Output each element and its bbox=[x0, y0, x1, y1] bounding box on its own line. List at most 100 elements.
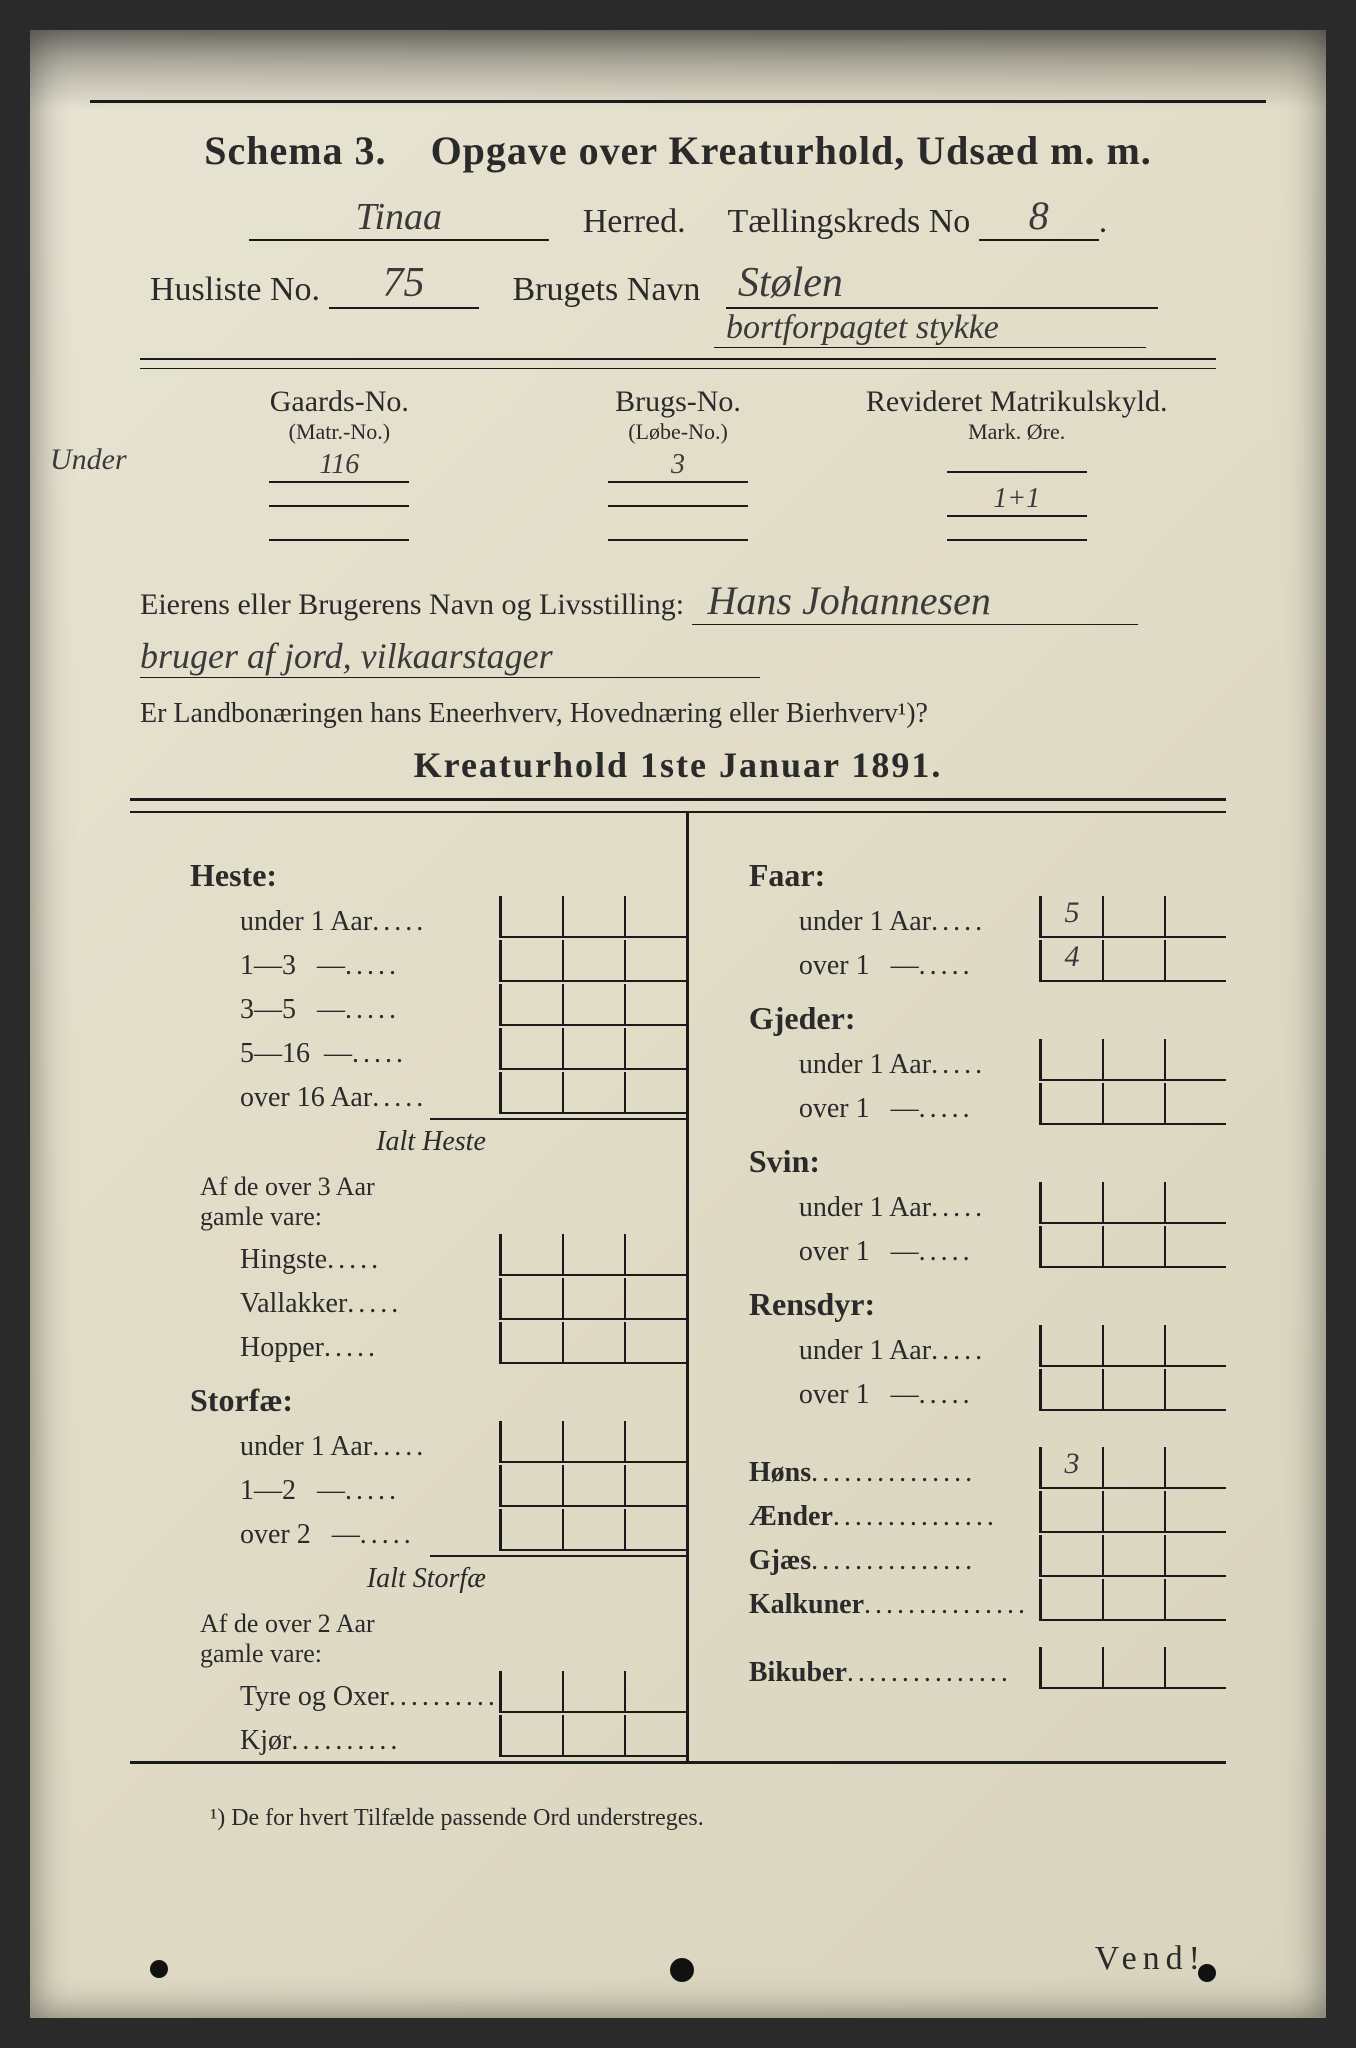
value-cell bbox=[624, 1465, 686, 1507]
skyld-value bbox=[947, 539, 1087, 541]
value-cells bbox=[1039, 1647, 1226, 1689]
herred-value: Tinaa bbox=[249, 195, 549, 241]
brugets-value: Stølen bbox=[726, 259, 1158, 309]
dots: ..... bbox=[345, 950, 400, 982]
value-cell bbox=[499, 1072, 562, 1114]
brugets-label: Brugets Navn bbox=[513, 271, 701, 308]
matrikul-row: 1+1 bbox=[170, 483, 1186, 517]
value-cells bbox=[1039, 1325, 1226, 1367]
gaard-value bbox=[269, 505, 409, 507]
table-row: Bikuber ............... bbox=[749, 1649, 1226, 1689]
dots: .......... bbox=[291, 1725, 401, 1757]
value-cells bbox=[499, 1072, 686, 1114]
value-cells bbox=[499, 1509, 686, 1551]
value-cells bbox=[1039, 1535, 1226, 1577]
dots: ..... bbox=[372, 1431, 427, 1463]
value-cell bbox=[1039, 1579, 1102, 1621]
owner-block: Eierens eller Brugerens Navn og Livsstil… bbox=[140, 577, 1216, 730]
section-rule bbox=[130, 798, 1226, 813]
dots: ..... bbox=[360, 1519, 415, 1551]
bottom-rule bbox=[130, 1761, 1226, 1767]
value-cell bbox=[624, 1322, 686, 1364]
value-cell bbox=[1102, 1535, 1164, 1577]
table-row: over 1 —.....4 bbox=[799, 942, 1226, 982]
table-row: over 16 Aar..... bbox=[240, 1074, 686, 1114]
value-cells bbox=[1039, 1491, 1226, 1533]
value-cell bbox=[1039, 1535, 1102, 1577]
value-cell bbox=[1102, 1369, 1164, 1411]
value-cells bbox=[499, 1322, 686, 1364]
row-label: under 1 Aar bbox=[799, 906, 931, 938]
row-label: Høns bbox=[749, 1457, 811, 1489]
table-row: Gjæs ............... bbox=[749, 1537, 1226, 1577]
header-rule bbox=[140, 358, 1216, 369]
top-shadow bbox=[30, 30, 1326, 110]
matrikul-rows: Under 11631+1 bbox=[90, 449, 1266, 549]
gaard-value: 116 bbox=[269, 449, 409, 483]
ink-spot bbox=[150, 1960, 168, 1978]
dots: ..... bbox=[347, 1288, 402, 1320]
value-cell bbox=[1039, 1182, 1102, 1224]
value-cell bbox=[499, 1322, 562, 1364]
dots: ..... bbox=[372, 1082, 427, 1114]
value-cell bbox=[1102, 1182, 1164, 1224]
dots: ..... bbox=[372, 906, 427, 938]
form-title: Schema 3. Opgave over Kreaturhold, Udsæd… bbox=[90, 127, 1266, 174]
value-cell bbox=[1039, 1083, 1102, 1125]
row-label: under 1 Aar bbox=[799, 1192, 931, 1224]
title-text: Opgave over Kreaturhold, Udsæd m. m. bbox=[431, 128, 1152, 173]
value-cell bbox=[562, 1671, 624, 1713]
schema-number: Schema 3. bbox=[204, 128, 386, 173]
brugets-extra: bortforpagtet stykke bbox=[714, 309, 1146, 348]
value-cell bbox=[499, 1421, 562, 1463]
dots: ..... bbox=[919, 950, 974, 982]
dots: ..... bbox=[919, 1379, 974, 1411]
value-cells bbox=[499, 940, 686, 982]
row-label: Bikuber bbox=[749, 1657, 847, 1689]
value-cell bbox=[624, 940, 686, 982]
row-label: 5—16 — bbox=[240, 1038, 352, 1070]
row-label: Ænder bbox=[749, 1501, 833, 1533]
value-cell bbox=[1164, 1325, 1226, 1367]
row-label: Hopper bbox=[240, 1332, 324, 1364]
value-cell bbox=[1164, 1039, 1226, 1081]
value-cell bbox=[624, 896, 686, 938]
value-cell bbox=[562, 1278, 624, 1320]
value-cell bbox=[499, 1465, 562, 1507]
footnote: ¹) De for hvert Tilfælde passende Ord un… bbox=[210, 1805, 1266, 1832]
value-cell bbox=[624, 984, 686, 1026]
dots: ..... bbox=[327, 1244, 382, 1276]
row-label: 1—2 — bbox=[240, 1475, 345, 1507]
herred-label: Herred. bbox=[583, 203, 686, 240]
dots: .......... bbox=[389, 1681, 499, 1713]
value-cells bbox=[1039, 1182, 1226, 1224]
matrikul-row: 1163 bbox=[170, 449, 1186, 483]
value-cell bbox=[562, 896, 624, 938]
value-cell bbox=[499, 984, 562, 1026]
value-cell bbox=[562, 1715, 624, 1757]
value-cell bbox=[1102, 1447, 1164, 1489]
value-cell bbox=[562, 940, 624, 982]
value-cells: 5 bbox=[1039, 896, 1226, 938]
vend-label: Vend! bbox=[1095, 1940, 1206, 1978]
table-row: 5—16 —..... bbox=[240, 1030, 686, 1070]
value-cell bbox=[624, 1715, 686, 1757]
value-cell bbox=[624, 1671, 686, 1713]
value-cell bbox=[499, 1715, 562, 1757]
row-label: 1—3 — bbox=[240, 950, 345, 982]
value-cell bbox=[499, 940, 562, 982]
brug-value bbox=[608, 539, 748, 541]
value-cells bbox=[1039, 1579, 1226, 1621]
table-row: under 1 Aar..... bbox=[799, 1184, 1226, 1224]
table-row: under 1 Aar.....5 bbox=[799, 898, 1226, 938]
row-label: Vallakker bbox=[240, 1288, 347, 1320]
value-cell bbox=[1102, 1579, 1164, 1621]
dots: ..... bbox=[345, 994, 400, 1026]
row-label: over 16 Aar bbox=[240, 1082, 372, 1114]
table-row: over 1 —..... bbox=[799, 1228, 1226, 1268]
col-skyld: Revideret Matrikulskyld. Mark. Øre. bbox=[847, 385, 1186, 445]
husliste-label: Husliste No. bbox=[150, 271, 320, 308]
table-row: 1—2 —..... bbox=[240, 1467, 686, 1507]
value-cell bbox=[1164, 1579, 1226, 1621]
row-label: over 1 — bbox=[799, 1093, 919, 1125]
